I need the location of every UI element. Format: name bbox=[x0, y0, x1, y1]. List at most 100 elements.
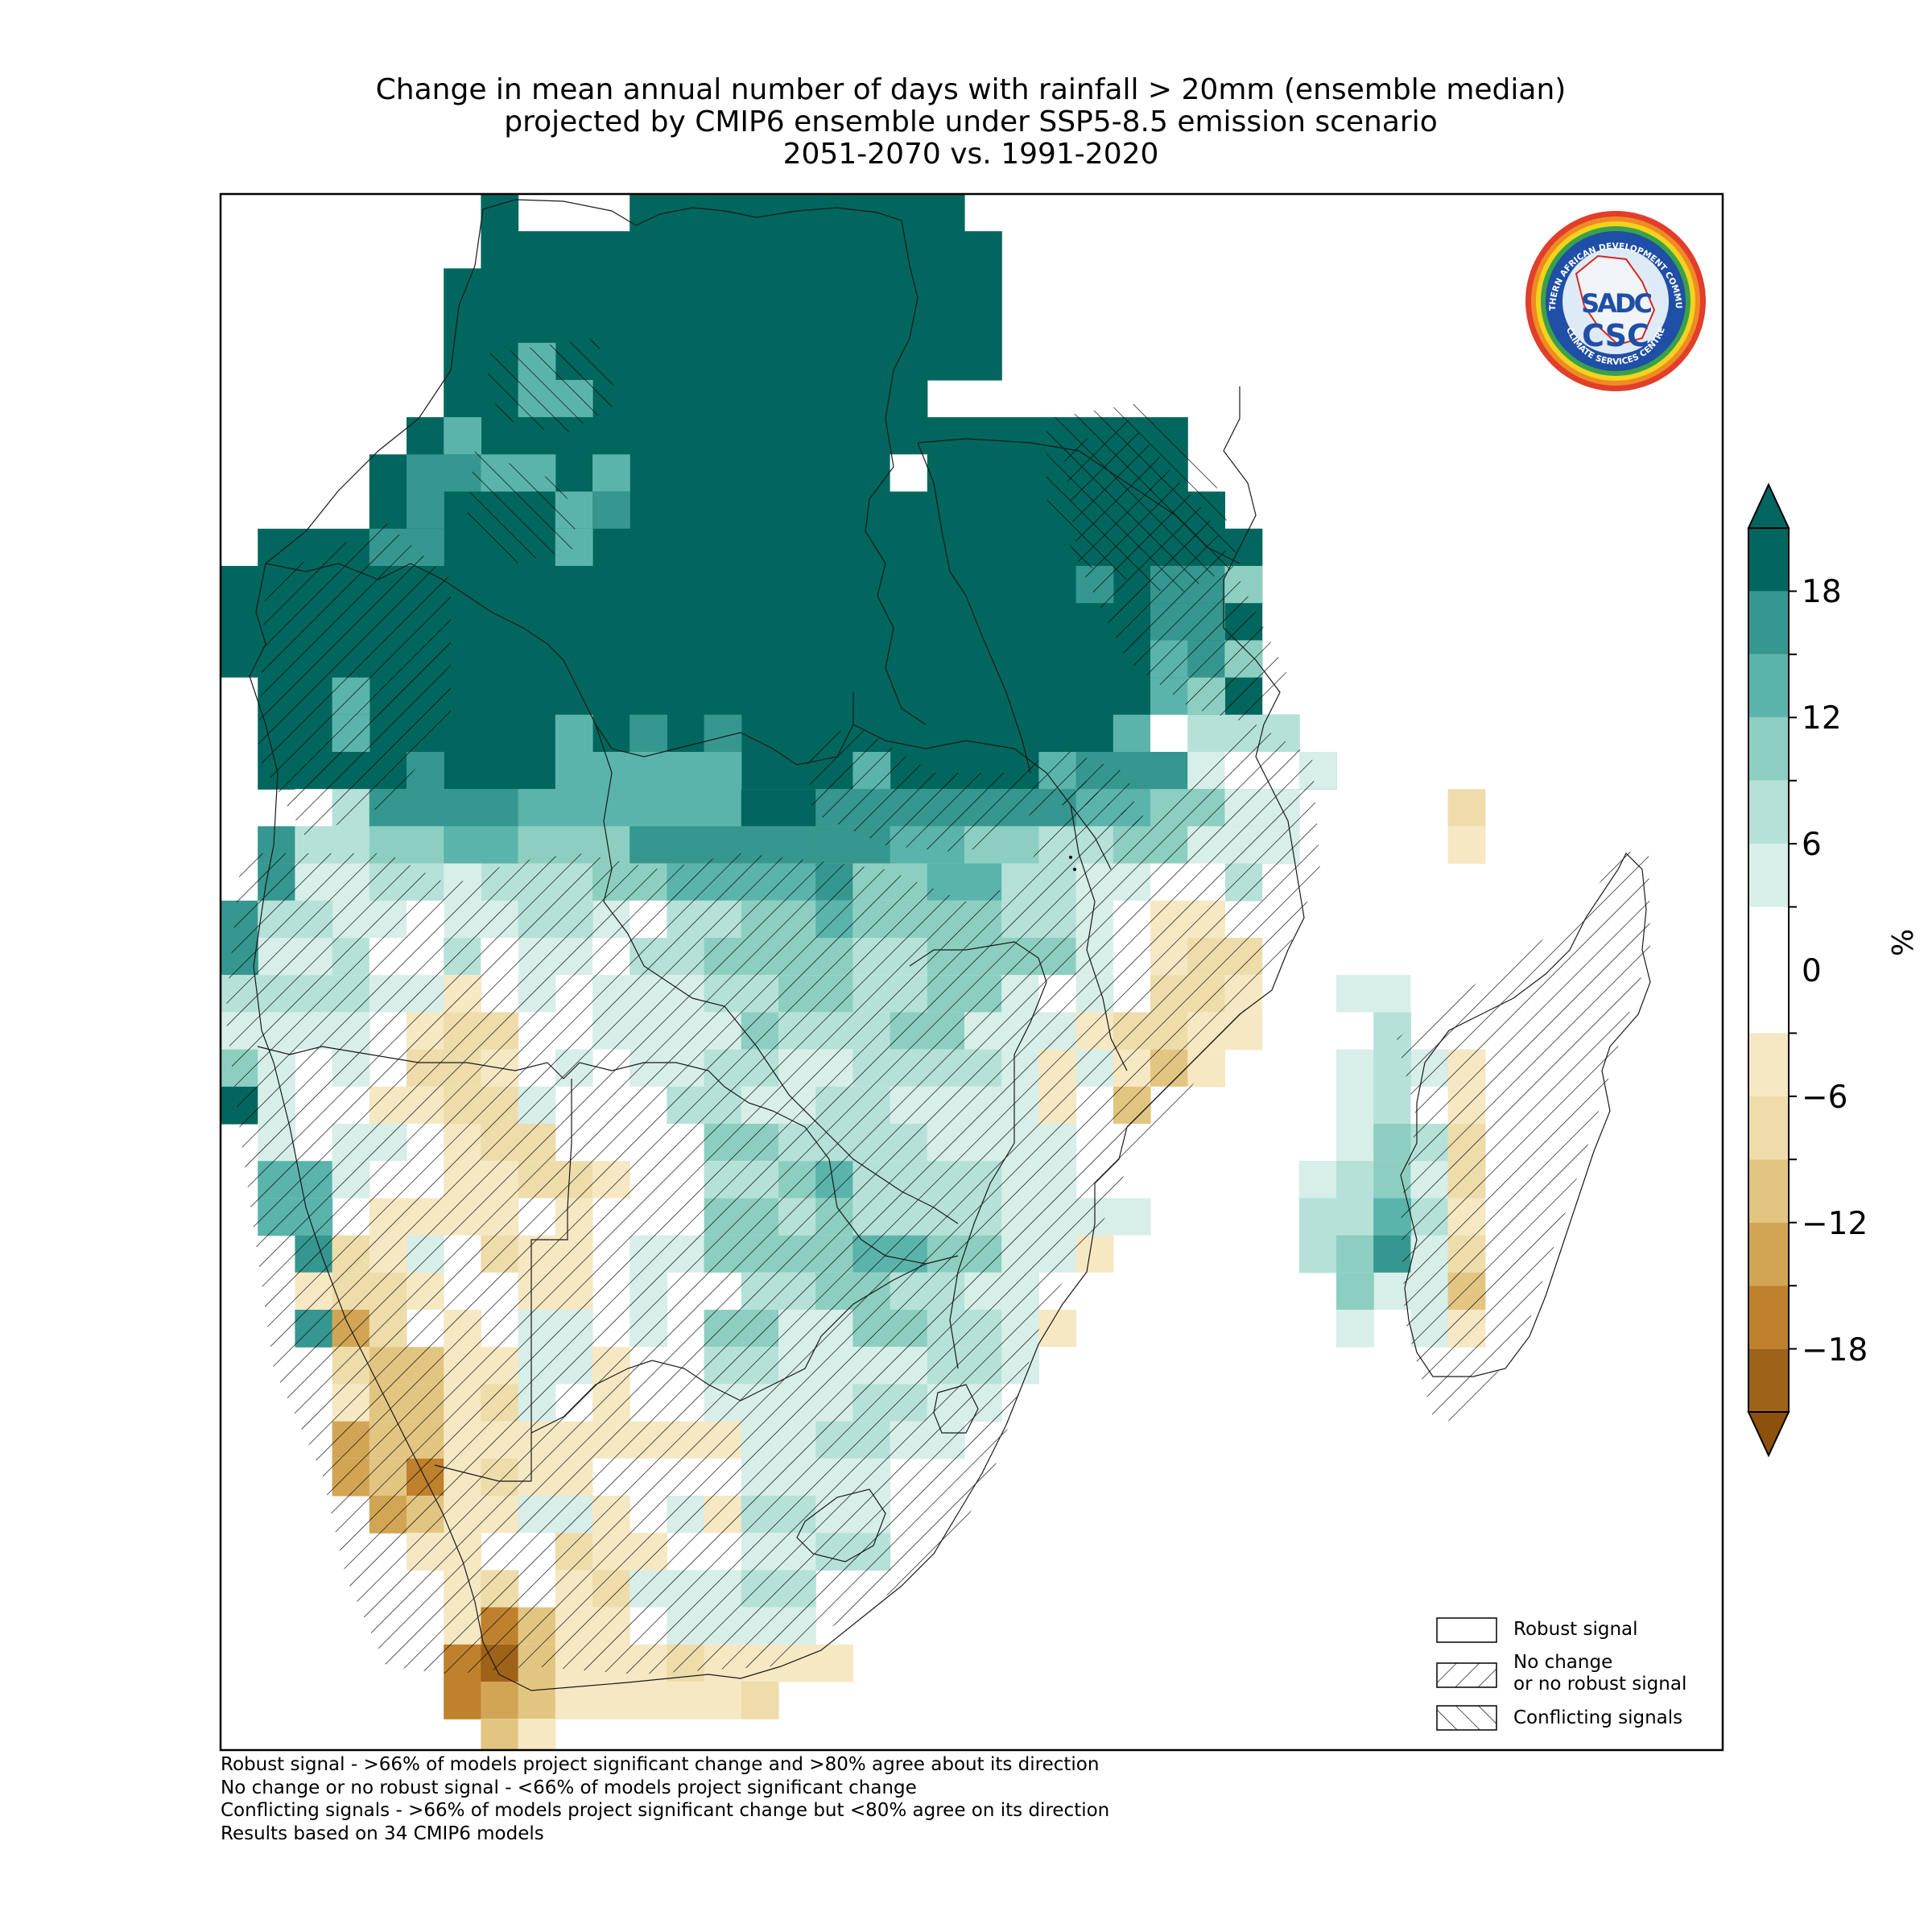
map-cell bbox=[1373, 1086, 1411, 1125]
map-cell bbox=[444, 305, 1002, 344]
hatch-conflicting-north-2 bbox=[467, 451, 580, 564]
colorbar-bin bbox=[1748, 1222, 1789, 1286]
map-cell bbox=[444, 268, 1002, 307]
colorbar-bin bbox=[1748, 1159, 1789, 1223]
colorbar-bin bbox=[1748, 528, 1789, 592]
map-cell bbox=[964, 231, 1002, 269]
map-cell bbox=[630, 752, 667, 790]
colorbar-bin bbox=[1748, 1286, 1789, 1349]
footnotes: Robust signal - >66% of models project s… bbox=[221, 1753, 1109, 1845]
map-cell bbox=[1336, 1198, 1374, 1236]
colorbar-bin bbox=[1748, 654, 1789, 718]
map-cell bbox=[592, 1682, 630, 1719]
map-cell bbox=[481, 231, 965, 269]
legend-swatch-robust bbox=[1436, 1617, 1497, 1643]
map-cell bbox=[1336, 1310, 1374, 1348]
map-cell bbox=[1038, 1310, 1077, 1348]
map-frame bbox=[219, 192, 1724, 1752]
map-cell bbox=[1336, 1161, 1374, 1199]
boundary-eswatini bbox=[933, 1384, 979, 1434]
map-cell bbox=[1336, 1124, 1374, 1162]
map-cell bbox=[444, 417, 481, 455]
map-cell bbox=[407, 454, 481, 493]
map-cell bbox=[1113, 714, 1151, 753]
boundary-angola-zambia bbox=[595, 724, 693, 999]
hatch-no-change-mainland bbox=[225, 724, 1320, 1674]
colorbar-unit: % bbox=[1887, 928, 1920, 956]
map-cell bbox=[555, 752, 630, 790]
map-cell bbox=[1336, 1235, 1374, 1274]
map-cell bbox=[444, 826, 519, 865]
boundary-angola-drc bbox=[265, 563, 854, 766]
map-cell bbox=[630, 194, 965, 232]
map-cell bbox=[1447, 789, 1486, 827]
hatch-no-change-northwest bbox=[258, 523, 451, 837]
boundary-zimbabwe-southafrica bbox=[804, 1126, 927, 1265]
boundary-mozambique-zambia-zim bbox=[909, 941, 1047, 1369]
colorbar bbox=[1747, 482, 1797, 1458]
logo-mark-top: SADC bbox=[1581, 288, 1651, 319]
colorbar-extend-max bbox=[1747, 482, 1790, 529]
logo-mark-bottom: CSC bbox=[1582, 318, 1649, 353]
map-cell bbox=[481, 194, 519, 232]
map-cell bbox=[667, 752, 705, 790]
chart-title: Change in mean annual number of days wit… bbox=[220, 74, 1722, 171]
map-cell bbox=[1373, 1124, 1411, 1162]
legend-swatch-conflicting bbox=[1436, 1705, 1497, 1731]
colorbar-bin bbox=[1748, 1348, 1789, 1412]
map-cell bbox=[1447, 826, 1486, 865]
legend-label-conflicting: Conflicting signals bbox=[1513, 1707, 1683, 1728]
map-cell bbox=[481, 1719, 519, 1750]
boundary-tanzania-north bbox=[917, 438, 1241, 564]
boundary-tanzania-west bbox=[917, 442, 1031, 774]
map-cell bbox=[630, 714, 667, 753]
colorbar-tick-label: 6 bbox=[1802, 827, 1822, 863]
country-boundaries bbox=[249, 199, 1651, 1691]
map-cell bbox=[1336, 938, 1449, 976]
footnote-line: Robust signal - >66% of models project s… bbox=[221, 1754, 1100, 1775]
map-cell bbox=[630, 1682, 667, 1719]
boundary-namibia-botswana bbox=[563, 1062, 806, 1128]
colorbar-bin bbox=[1748, 844, 1789, 907]
map-cell bbox=[518, 789, 593, 827]
legend-label-no-change-1: No change bbox=[1513, 1652, 1613, 1673]
colorbar-bin bbox=[1748, 1033, 1789, 1096]
map-cell bbox=[592, 789, 667, 827]
map-cell bbox=[890, 454, 928, 493]
map-cell bbox=[741, 789, 816, 827]
hatch-conflicting-northeast bbox=[1046, 402, 1240, 596]
map-cell bbox=[1150, 714, 1188, 753]
map-cell bbox=[555, 714, 593, 753]
lake-dot-2 bbox=[1073, 868, 1076, 871]
colorbar-bin bbox=[1748, 906, 1789, 1034]
colorbar-tick-label: −12 bbox=[1802, 1206, 1868, 1242]
coastline-madagascar bbox=[1400, 852, 1651, 1377]
map-cell bbox=[444, 1682, 481, 1719]
hatch-no-change-madagascar bbox=[1397, 849, 1650, 1425]
map-cell bbox=[704, 752, 742, 790]
map-cell bbox=[667, 1682, 705, 1719]
boundary-namibia-southafrica bbox=[434, 1464, 531, 1482]
boundary-zambia-north bbox=[852, 724, 1112, 870]
footnote-line: Results based on 34 CMIP6 models bbox=[221, 1823, 544, 1844]
boundary-malawi bbox=[1070, 804, 1128, 1071]
map-cell bbox=[704, 1682, 742, 1719]
coastline-west-south-east bbox=[249, 208, 1305, 1691]
colorbar-tick-label: 18 bbox=[1802, 574, 1842, 610]
map-cell bbox=[1336, 1272, 1374, 1311]
map-cell bbox=[518, 1719, 556, 1750]
colorbar-bin bbox=[1748, 591, 1789, 654]
title-line-3: 2051-2070 vs. 1991-2020 bbox=[782, 138, 1159, 171]
map-cell bbox=[1410, 975, 1449, 1013]
legend-label-robust: Robust signal bbox=[1513, 1619, 1638, 1640]
colorbar-tick-label: −18 bbox=[1802, 1332, 1868, 1368]
colorbar-bin bbox=[1748, 717, 1789, 781]
hatch-no-change-upper bbox=[805, 724, 1143, 853]
footnote-line: Conflicting signals - >66% of models pro… bbox=[221, 1800, 1110, 1821]
map-cell bbox=[221, 677, 258, 716]
boundary-namibia-east bbox=[530, 1079, 572, 1481]
boundary-angola-namibia bbox=[257, 1046, 564, 1080]
colorbar-tick-label: 0 bbox=[1802, 953, 1822, 989]
map-cell bbox=[815, 1644, 853, 1682]
